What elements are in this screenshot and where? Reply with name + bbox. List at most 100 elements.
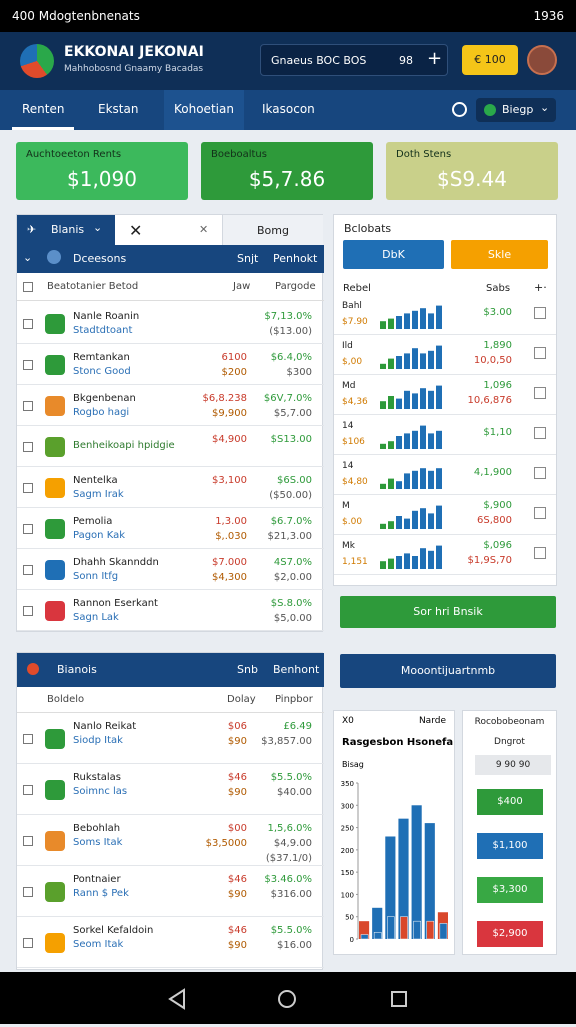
row-value: $300 — [286, 367, 312, 378]
checkbox[interactable] — [23, 482, 33, 493]
checkbox[interactable] — [23, 605, 33, 616]
spark-bar — [396, 556, 402, 569]
row-action[interactable] — [534, 347, 546, 359]
summary-value: $1,090 — [67, 167, 137, 191]
checkbox[interactable] — [23, 886, 33, 897]
front-bar — [387, 916, 395, 940]
checkbox[interactable] — [23, 359, 33, 370]
filter-button[interactable]: DbK — [343, 240, 444, 269]
row-icon — [45, 559, 65, 580]
spark-bar — [436, 385, 442, 409]
nav-tab[interactable]: Renten — [12, 90, 75, 130]
row-divider — [17, 507, 324, 508]
avatar[interactable] — [527, 45, 557, 75]
nav-tab[interactable]: Kohoetian — [164, 90, 244, 130]
row-name: Sorkel Kefaldoin — [73, 925, 154, 936]
column-header: Sabs — [486, 283, 511, 294]
recent-button[interactable] — [391, 991, 407, 1007]
status-left: 400 Mdogtenbnenats — [12, 9, 140, 23]
row-value: $5.5.0% — [270, 772, 312, 783]
row-value: $40.00 — [277, 787, 312, 798]
spark-bar — [420, 468, 426, 489]
checkbox[interactable] — [23, 318, 33, 329]
row-action[interactable] — [534, 547, 546, 559]
side-title: Rocobobeonam — [474, 717, 545, 727]
spark-bar — [380, 363, 386, 369]
close-icon[interactable]: ✕ — [129, 221, 143, 240]
row-divider — [17, 548, 324, 549]
row-sub: Sagn Lak — [73, 612, 119, 623]
spark-bar — [420, 308, 426, 329]
row-icon — [45, 313, 65, 334]
status-bar: 400 Mdogtenbnenats 1936 — [0, 0, 576, 32]
front-bar — [413, 920, 421, 940]
balance-button[interactable]: € 100 — [462, 45, 518, 75]
checkbox[interactable] — [23, 937, 33, 948]
summary-card: Auchtoeeton Rents $1,090 — [16, 142, 188, 200]
region-select[interactable]: Biegp ⌄ — [476, 98, 556, 122]
action-button[interactable]: Sor hri Bnsik — [340, 596, 556, 628]
spark-bar — [380, 443, 386, 449]
side-button[interactable]: $400 — [477, 789, 543, 815]
row-sub: $4,36 — [342, 397, 368, 407]
checkbox[interactable] — [23, 400, 33, 411]
row-icon — [45, 830, 65, 851]
row-action[interactable] — [534, 387, 546, 399]
side-button[interactable]: $2,900 — [477, 921, 543, 947]
row-value: 10,0,50 — [473, 355, 512, 366]
row-icon — [45, 354, 65, 375]
info-icon[interactable] — [452, 102, 467, 117]
filter-button[interactable]: Skle — [451, 240, 548, 269]
spark-bar — [436, 468, 442, 489]
column-header: Snb — [237, 663, 258, 676]
spark-bar — [428, 350, 434, 369]
spark-bar — [420, 353, 426, 369]
row-value: $316.00 — [270, 889, 312, 900]
header: EKKONAI JEKONAI Mahhobosnd Gnaamy Bacada… — [0, 32, 576, 90]
side-button[interactable]: $1,100 — [477, 833, 543, 859]
back-button[interactable] — [168, 988, 185, 1010]
y-tick-label: 100 — [341, 891, 354, 899]
row-name: Nanle Roanin — [73, 311, 140, 322]
checkbox[interactable] — [23, 733, 33, 744]
search-box[interactable]: Gnaeus BOC BOS 98 + — [260, 44, 448, 76]
side-field[interactable]: 9 90 90 — [475, 755, 551, 775]
panel-title: Bclobats — [344, 222, 392, 235]
sort-icon[interactable]: +· — [534, 281, 547, 294]
holdings-tab[interactable]: ✈ Blanis ⌄ — [17, 215, 115, 245]
sparkbars — [380, 505, 442, 529]
row-action[interactable] — [534, 507, 546, 519]
sparkbars — [380, 385, 442, 409]
side-button[interactable]: $3,300 — [477, 877, 543, 903]
summary-row: Auchtoeeton Rents $1,090 Boeboaltus $5,7.86… — [0, 130, 576, 212]
spark-bar — [388, 478, 394, 489]
close-icon[interactable]: ✕ — [199, 223, 209, 236]
row-action[interactable] — [534, 467, 546, 479]
home-button[interactable] — [278, 990, 296, 1008]
y-tick-label: 150 — [341, 869, 354, 877]
nav-tab[interactable]: Ekstan — [98, 102, 139, 116]
report-button[interactable]: Mooontijuartnmb — [340, 654, 556, 688]
nav-tab[interactable]: Ikasocon — [262, 102, 315, 116]
spark-bar — [436, 430, 442, 449]
row-action[interactable] — [534, 307, 546, 319]
add-icon[interactable]: + — [427, 48, 443, 69]
spark-bar — [412, 393, 418, 409]
row-value: $,096 — [483, 540, 512, 551]
checkbox[interactable] — [23, 784, 33, 795]
checkbox[interactable] — [23, 564, 33, 575]
spark-bar — [388, 358, 394, 369]
checkbox[interactable] — [23, 835, 33, 846]
tab[interactable]: Bomg — [222, 215, 323, 245]
sub-header: Beatotanier Betod Jaw Pargode — [17, 273, 324, 301]
row-name: Nentelka — [73, 475, 118, 486]
row-value: $6V,7.0% — [263, 393, 312, 404]
row-action[interactable] — [534, 427, 546, 439]
region-icon — [484, 104, 496, 116]
row-value: 1,3.00 — [215, 516, 247, 527]
column-header: Rebel — [343, 283, 371, 294]
spark-bar — [404, 473, 410, 489]
spark-bar — [388, 396, 394, 409]
checkbox[interactable] — [23, 441, 33, 452]
checkbox[interactable] — [23, 523, 33, 534]
